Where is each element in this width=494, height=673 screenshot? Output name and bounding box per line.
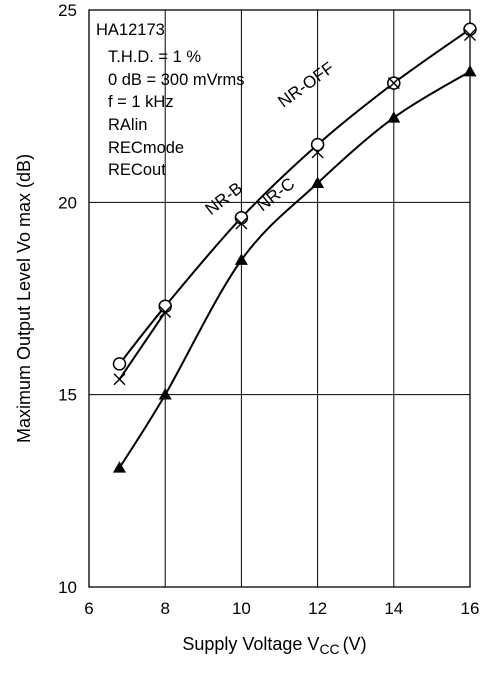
data-point-triangle [463,65,477,77]
annotation-line: RAlin [108,116,147,134]
x-tick-label: 14 [384,599,403,618]
x-axis-label-main: Supply Voltage V [182,634,319,654]
curve-label: NR-OFF [274,58,337,111]
annotation-line: HA12173 [96,21,165,39]
grid-lines [89,10,470,587]
x-axis-label-unit: (V) [343,634,367,654]
y-tick-label: 15 [58,386,77,405]
data-point-cross [113,373,126,386]
x-tick-labels: 6 8 10 12 14 16 [84,599,479,618]
x-tick-label: 6 [84,599,93,618]
annotation-line: 0 dB = 300 mVrms [108,71,245,89]
x-axis-label-subscript: CC [319,641,339,657]
y-tick-label: 20 [58,193,77,212]
x-axis-label: Supply Voltage VCC (V) [182,634,366,657]
data-point-triangle [234,253,248,265]
annotation-line: RECmode [108,139,184,157]
annotation-block: HA12173 T.H.D. = 1 % 0 dB = 300 mVrms f = 1… [96,21,245,179]
data-point-triangle [158,388,172,400]
data-point-cross [159,305,172,318]
data-point-circle [112,357,127,371]
annotation-line: T.H.D. = 1 % [108,48,201,66]
x-tick-label: 8 [160,599,169,618]
series-segment [118,311,167,380]
y-tick-label: 10 [58,578,77,597]
y-tick-label: 25 [58,1,77,20]
plot-frame [88,9,471,588]
x-tick-label: 16 [461,599,480,618]
x-tick-label: 10 [232,599,251,618]
data-point-circle [310,137,325,152]
data-point-cross [311,146,324,159]
data-point-cross [464,29,476,41]
y-tick-labels: 10 15 20 25 [58,1,77,597]
data-point-triangle [387,111,401,123]
series-nr-b [113,29,476,386]
annotation-line: f = 1 kHz [108,93,174,111]
x-tick-label: 12 [308,599,327,618]
data-point-triangle [311,176,325,188]
data-point-circle [234,210,249,225]
data-point-cross [387,77,400,90]
annotation-line: RECout [108,161,166,179]
series-line [118,70,471,469]
data-point-circle [463,22,477,36]
data-point-triangle [112,461,126,473]
data-point-cross [235,217,248,230]
curve-label: NR-C [253,174,298,215]
series-nr-c [112,65,477,473]
y-axis-label: Maximum Output Level Vo max (dB) [14,154,34,443]
data-point-circle [158,299,172,313]
